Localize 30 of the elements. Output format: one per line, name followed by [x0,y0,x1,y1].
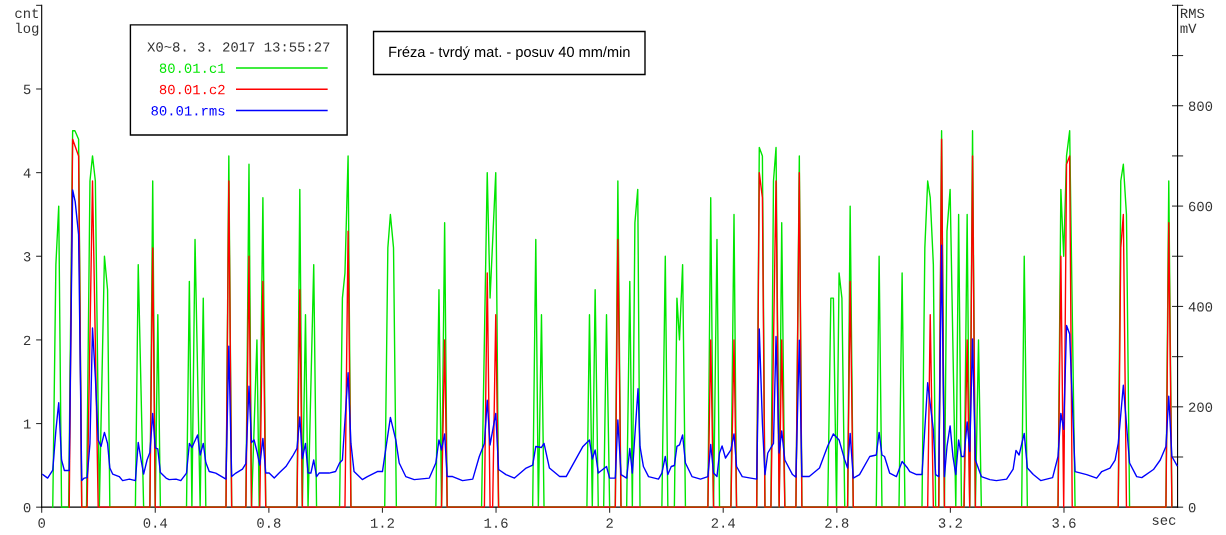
y-tick-label: 5 [23,84,31,95]
y-tick-label: 3 [23,252,31,262]
x-tick-label: 2.8 [825,518,849,528]
text: Fréza - tvrdý mat. - posuv 40 mm/min [389,46,630,60]
x-tick-label: 1.2 [370,518,394,528]
x-tick-label: 0 [38,518,45,528]
y2-tick-label: 400 [1188,302,1213,312]
y-tick-label: 0 [23,502,31,513]
line-series [42,189,1178,482]
legend-title: X0~8. 3. 2017 13:55:27 [147,42,330,52]
x-axis-title: sec [1152,517,1176,525]
y2-tick-label: 0 [1188,502,1196,513]
y2-tick-label: 800 [1188,101,1213,111]
y-tick-label: 2 [23,335,31,345]
x-tick-label: 2 [606,518,613,528]
y-tick-label: 1 [23,419,31,429]
y-axis-title: cnt log [15,8,39,36]
x-tick-label: 2.4 [711,518,736,528]
text: 80.01.c1 [159,63,225,73]
x-tick-label: 1.6 [484,518,508,528]
y2-tick-label: 600 [1189,201,1213,212]
x-tick-label: 0.4 [143,518,168,528]
text: 80.01.c2 [159,84,225,95]
text: 80.01.rms [151,106,225,116]
x-tick-label: 0.8 [257,518,281,528]
y2-tick-label: 200 [1188,402,1213,412]
x-tick-label: 3.2 [938,518,962,528]
y2-axis-title: RMS mV [1180,8,1205,33]
x-tick-label: 3.6 [1052,518,1076,528]
y-tick-label: 4 [23,168,31,178]
